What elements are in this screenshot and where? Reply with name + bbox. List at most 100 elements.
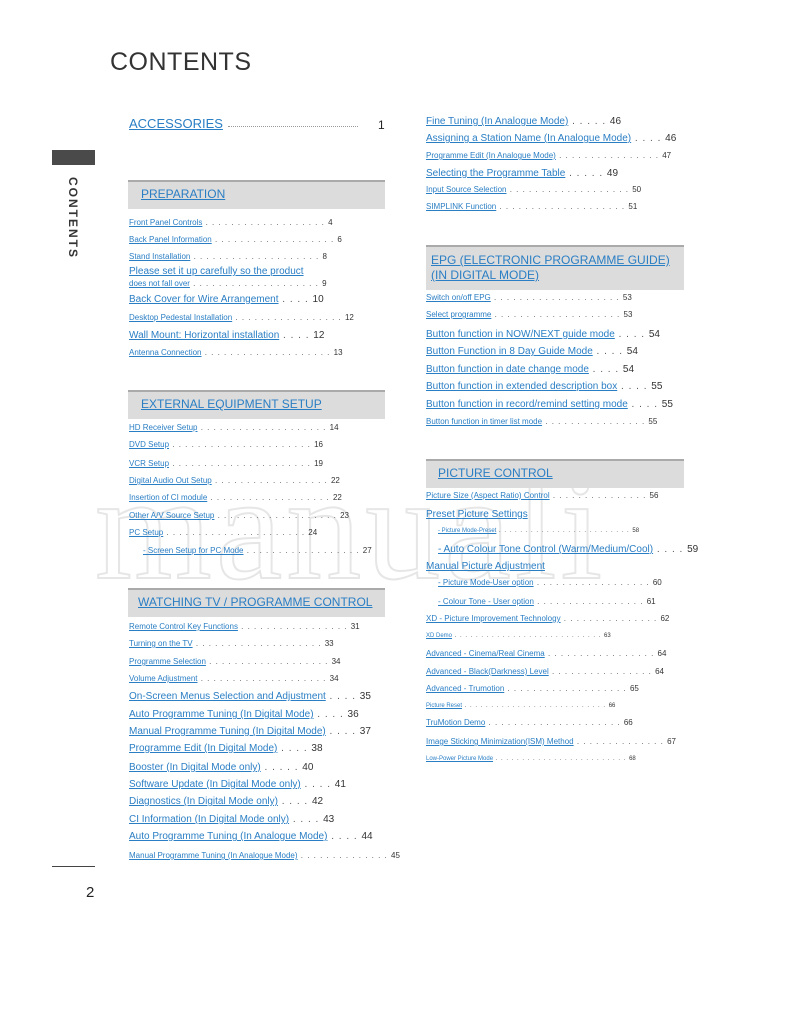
- toc-link[interactable]: Remote Control Key Functions: [129, 622, 238, 631]
- toc-page-number: 55: [661, 399, 673, 410]
- toc-link[interactable]: Other A/V Source Setup: [129, 511, 215, 520]
- toc-entry: XD Demo . . . . . . . . . . . . . . . . …: [426, 633, 611, 639]
- dot-leader: . . . . . . . . . . . . . . . . . . . . …: [163, 528, 309, 537]
- toc-link[interactable]: does not fall over: [129, 279, 190, 288]
- section-title[interactable]: PICTURE CONTROL: [438, 466, 553, 480]
- toc-entry: Button function in extended description …: [426, 381, 662, 392]
- toc-link[interactable]: Button function in record/remind setting…: [426, 399, 628, 410]
- toc-link[interactable]: Advanced - Cinema/Real Cinema: [426, 649, 545, 658]
- toc-link[interactable]: Auto Programme Tuning (In Analogue Mode): [129, 831, 328, 842]
- dot-leader: . . . . . . . . . . . . . . . .: [555, 151, 663, 160]
- toc-link[interactable]: Button function in NOW/NEXT guide mode: [426, 329, 615, 340]
- section-title[interactable]: WATCHING TV / PROGRAMME CONTROL: [138, 595, 373, 609]
- toc-link[interactable]: Programme Edit (In Digital Mode): [129, 743, 278, 754]
- dot-leader: . . . .: [588, 364, 623, 375]
- toc-link[interactable]: Selecting the Programme Table: [426, 168, 566, 179]
- toc-link[interactable]: Insertion of CI module: [129, 493, 208, 502]
- section-header: EPG (ELECTRONIC PROGRAMME GUIDE) (IN DIGI…: [426, 245, 684, 290]
- dot-leader: . . . . . . . . . . . . . . . . . . . .: [491, 310, 624, 319]
- page-title: CONTENTS: [110, 48, 252, 76]
- toc-link[interactable]: Programme Edit (In Analogue Mode): [426, 151, 556, 160]
- dot-leader: . . . . . . . . . . . . . . . .: [542, 417, 649, 426]
- accessories-link[interactable]: ACCESSORIES: [129, 116, 223, 131]
- toc-link[interactable]: - Picture Mode-Preset: [438, 528, 497, 534]
- toc-link[interactable]: Image Sticking Minimization(ISM) Method: [426, 737, 574, 746]
- toc-entry: XD - Picture Improvement Technology . . …: [426, 614, 669, 623]
- toc-link[interactable]: Low-Power Picture Mode: [426, 756, 494, 762]
- toc-link[interactable]: XD - Picture Improvement Technology: [426, 614, 561, 623]
- toc-link[interactable]: Diagnostics (In Digital Mode only): [129, 796, 278, 807]
- toc-link[interactable]: VCR Setup: [129, 459, 170, 468]
- toc-link[interactable]: Front Panel Controls: [129, 218, 203, 227]
- toc-entry: Switch on/off EPG . . . . . . . . . . . …: [426, 293, 632, 302]
- toc-link[interactable]: HD Receiver Setup: [129, 423, 198, 432]
- toc-link[interactable]: Back Panel Information: [129, 235, 212, 244]
- toc-link[interactable]: Button function in date change mode: [426, 364, 589, 375]
- toc-page-number: 53: [622, 293, 632, 302]
- toc-link[interactable]: Stand Installation: [129, 252, 191, 261]
- toc-link[interactable]: XD Demo: [426, 633, 453, 639]
- toc-link[interactable]: - Picture Mode-User option: [438, 578, 534, 587]
- toc-link[interactable]: Picture Size (Aspect Ratio) Control: [426, 491, 550, 500]
- toc-link[interactable]: On-Screen Menus Selection and Adjustment: [129, 691, 326, 702]
- toc-link[interactable]: Antenna Connection: [129, 348, 202, 357]
- toc-link[interactable]: PC Setup: [129, 528, 164, 537]
- toc-entry: Turning on the TV . . . . . . . . . . . …: [129, 639, 334, 648]
- toc-link[interactable]: CI Information (In Digital Mode only): [129, 814, 290, 825]
- toc-link[interactable]: SIMPLINK Function: [426, 202, 497, 211]
- dot-leader: . . . . . . . . . . . . . . . . . . . . …: [493, 756, 630, 762]
- toc-entry: Assigning a Station Name (In Analogue Mo…: [426, 133, 676, 144]
- toc-link[interactable]: Software Update (In Digital Mode only): [129, 779, 301, 790]
- toc-link[interactable]: - Colour Tone - User option: [438, 597, 534, 606]
- toc-link[interactable]: Advanced - Black(Darkness) Level: [426, 667, 549, 676]
- toc-page-number: 34: [331, 657, 341, 666]
- toc-link[interactable]: TruMotion Demo: [426, 718, 486, 727]
- toc-link[interactable]: Booster (In Digital Mode only): [129, 762, 261, 773]
- toc-link[interactable]: Input Source Selection: [426, 185, 507, 194]
- toc-page-number: 46: [609, 116, 622, 127]
- toc-link[interactable]: Manual Programme Tuning (In Digital Mode…: [129, 726, 326, 737]
- toc-link[interactable]: Switch on/off EPG: [426, 293, 491, 302]
- dot-leader: . . . . . . . . . . . . . . . . . . . . …: [169, 440, 315, 449]
- toc-page-number: 54: [648, 329, 660, 340]
- toc-link[interactable]: DVD Setup: [129, 440, 170, 449]
- toc-entry: Manual Picture Adjustment: [426, 561, 545, 572]
- toc-link[interactable]: Back Cover for Wire Arrangement: [129, 294, 279, 305]
- section-title[interactable]: EPG (ELECTRONIC PROGRAMME GUIDE): [431, 253, 670, 267]
- toc-link[interactable]: Button Function in 8 Day Guide Mode: [426, 346, 593, 357]
- toc-link[interactable]: Turning on the TV: [129, 639, 193, 648]
- toc-link[interactable]: Select programme: [426, 310, 492, 319]
- toc-page-number: 40: [302, 762, 314, 773]
- toc-entry: Fine Tuning (In Analogue Mode) . . . . .…: [426, 116, 621, 127]
- toc-link[interactable]: Fine Tuning (In Analogue Mode): [426, 116, 569, 127]
- toc-link[interactable]: - Auto Colour Tone Control (Warm/Medium/…: [438, 544, 654, 555]
- toc-link[interactable]: Digital Audio Out Setup: [129, 476, 212, 485]
- toc-link[interactable]: Programme Selection: [129, 657, 206, 666]
- toc-link[interactable]: Auto Programme Tuning (In Digital Mode): [129, 709, 314, 720]
- toc-page-number: 37: [359, 726, 371, 737]
- toc-link[interactable]: Preset Picture Settings: [426, 509, 528, 520]
- toc-link[interactable]: Picture Reset: [426, 703, 463, 709]
- dot-leader: . . . . . . . . . . . . . . . . .: [533, 597, 647, 606]
- toc-entry: Programme Edit (In Analogue Mode) . . . …: [426, 151, 671, 160]
- section-title-line2[interactable]: (IN DIGITAL MODE): [431, 268, 539, 282]
- section-title[interactable]: PREPARATION: [141, 187, 226, 201]
- toc-link[interactable]: Button function in timer list mode: [426, 417, 543, 426]
- toc-link[interactable]: Desktop Pedestal Installation: [129, 313, 233, 322]
- toc-link[interactable]: Advanced - Trumotion: [426, 684, 505, 693]
- toc-link[interactable]: - Screen Setup for PC Mode: [143, 546, 244, 555]
- dot-leader: . . . . . . . . . . . . . . . . . . .: [211, 235, 338, 244]
- toc-link[interactable]: Button function in extended description …: [426, 381, 618, 392]
- toc-page-number: 55: [651, 381, 663, 392]
- toc-link[interactable]: Manual Programme Tuning (In Analogue Mod…: [129, 851, 298, 860]
- toc-link[interactable]: Volume Adjustment: [129, 674, 198, 683]
- toc-link[interactable]: Please set it up carefully so the produc…: [129, 266, 304, 277]
- toc-link[interactable]: Manual Picture Adjustment: [426, 561, 545, 572]
- toc-page-number: 22: [330, 476, 340, 485]
- toc-link[interactable]: Wall Mount: Horizontal installation: [129, 330, 280, 341]
- dot-leader: . . . . . . . . . . . . . . .: [549, 491, 650, 500]
- toc-link[interactable]: Assigning a Station Name (In Analogue Mo…: [426, 133, 632, 144]
- dot-leader: . . . .: [325, 726, 360, 737]
- section-title[interactable]: EXTERNAL EQUIPMENT SETUP: [141, 397, 322, 411]
- toc-entry: Picture Size (Aspect Ratio) Control . . …: [426, 491, 658, 500]
